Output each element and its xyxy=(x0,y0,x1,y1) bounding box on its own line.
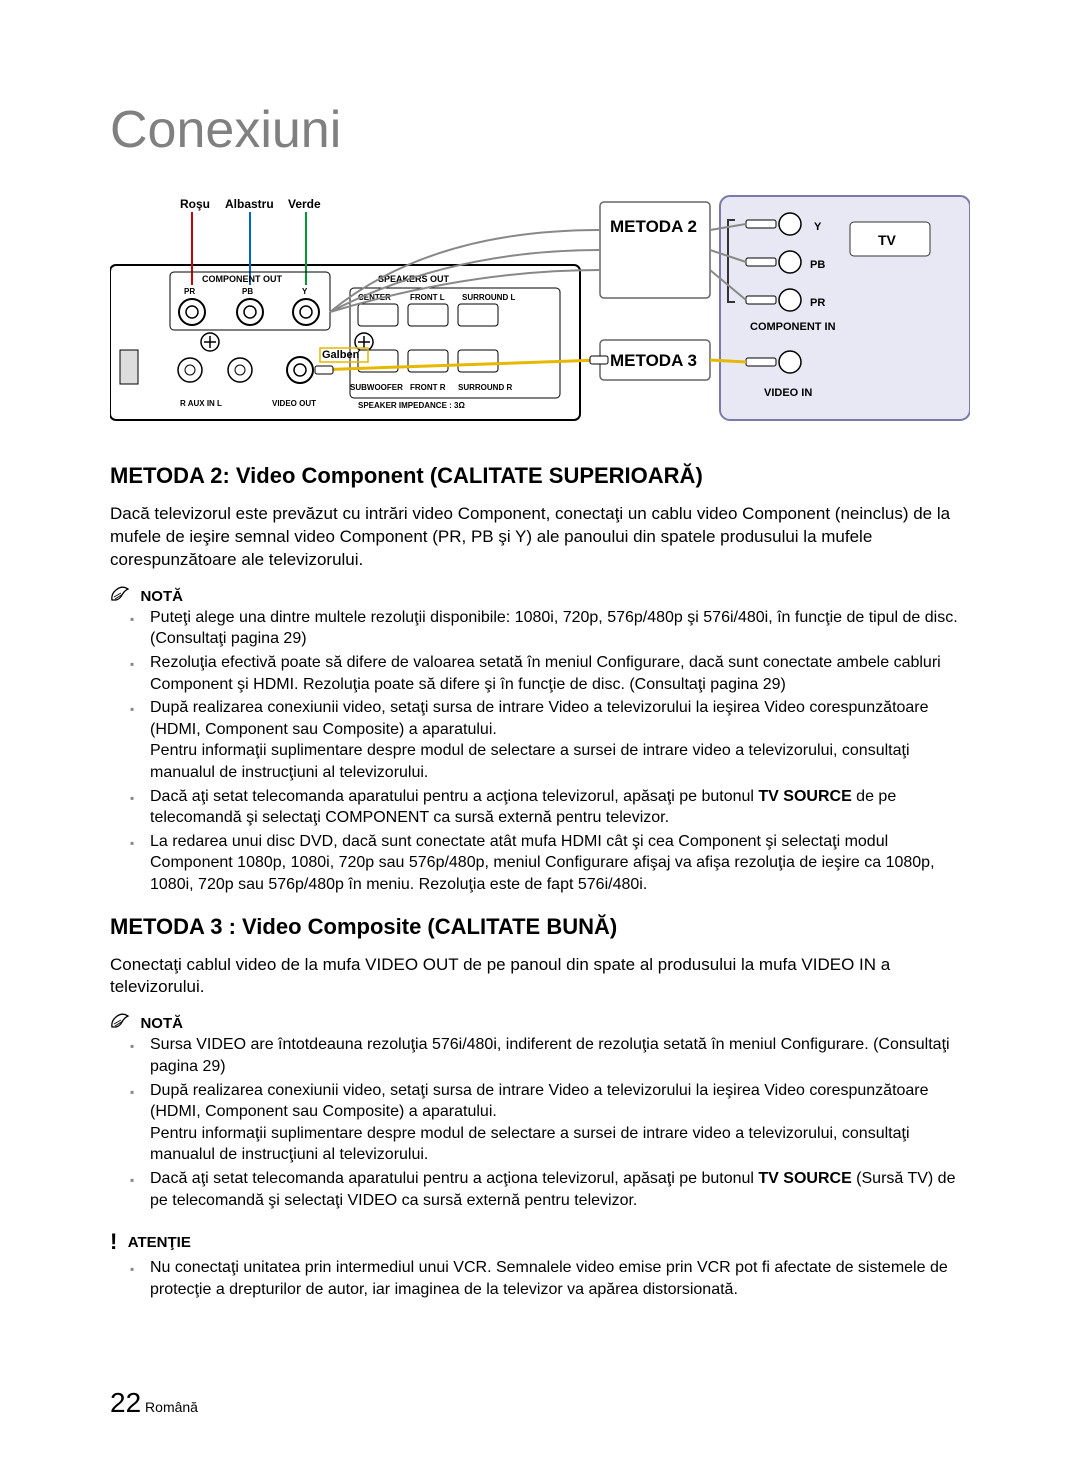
label-y-right: Y xyxy=(814,221,822,233)
connection-diagram: Roşu Albastru Verde COMPONENT OUT PR PB … xyxy=(110,190,970,430)
section2-bullets: Sursa VIDEO are întotdeauna rezoluţia 57… xyxy=(110,1034,970,1211)
list-item: Puteţi alege una dintre multele rezoluţi… xyxy=(150,607,970,650)
list-item: Rezoluţia efectivă poate să difere de va… xyxy=(150,652,970,695)
list-item: Dacă aţi setat telecomanda aparatului pe… xyxy=(150,786,970,829)
list-item: După realizarea conexiunii video, setaţi… xyxy=(150,1080,970,1166)
attention-row: ! ATENŢIE xyxy=(110,1229,970,1255)
list-item: La redarea unui disc DVD, dacă sunt cone… xyxy=(150,831,970,896)
label-galben: Galben xyxy=(322,349,360,361)
label-video-in: VIDEO IN xyxy=(764,387,812,399)
label-verde: Verde xyxy=(288,197,321,211)
attention-label: ATENŢIE xyxy=(128,1234,191,1251)
label-pr-right: PR xyxy=(810,297,825,309)
section1-body: Dacă televizorul este prevăzut cu intrăr… xyxy=(110,503,970,572)
label-front-r: FRONT R xyxy=(410,383,446,392)
attention-bullets: Nu conectaţi unitatea prin intermediul u… xyxy=(110,1257,970,1300)
label-tv: TV xyxy=(878,232,897,248)
section2-heading: METODA 3 : Video Composite (CALITATE BUN… xyxy=(110,914,970,940)
list-item: După realizarea conexiunii video, setaţi… xyxy=(150,697,970,783)
label-aux-in: R AUX IN L xyxy=(180,399,222,408)
label-metoda3: METODA 3 xyxy=(610,351,697,370)
note-icon xyxy=(110,1013,130,1034)
note-label-2: NOTĂ xyxy=(140,1015,183,1032)
label-surround-l: SURROUND L xyxy=(462,293,515,302)
label-speakers-out: SPEAKERS OUT xyxy=(378,274,450,284)
label-front-l: FRONT L xyxy=(410,293,445,302)
label-rosu: Roşu xyxy=(180,197,210,211)
note-row-1: NOTĂ xyxy=(110,586,970,607)
label-metoda2: METODA 2 xyxy=(610,217,697,236)
label-pb-right: PB xyxy=(810,259,825,271)
label-pb-left: PB xyxy=(242,287,253,296)
note-label-1: NOTĂ xyxy=(140,588,183,605)
label-impedance: SPEAKER IMPEDANCE : 3Ω xyxy=(358,401,465,410)
footer-lang: Română xyxy=(145,1399,198,1415)
note-icon xyxy=(110,586,130,607)
label-albastru: Albastru xyxy=(225,197,274,211)
page-footer: 22 Română xyxy=(110,1387,198,1419)
label-component-out: COMPONENT OUT xyxy=(202,274,283,284)
label-surround-r: SURROUND R xyxy=(458,383,512,392)
label-pr-left: PR xyxy=(184,287,195,296)
attention-icon: ! xyxy=(110,1229,117,1255)
section2-body: Conectaţi cablul video de la mufa VIDEO … xyxy=(110,954,970,1000)
section1-heading: METODA 2: Video Component (CALITATE SUPE… xyxy=(110,463,970,489)
label-component-in: COMPONENT IN xyxy=(750,321,836,333)
section1-bullets: Puteţi alege una dintre multele rezoluţi… xyxy=(110,607,970,896)
note-row-2: NOTĂ xyxy=(110,1013,970,1034)
list-item: Sursa VIDEO are întotdeauna rezoluţia 57… xyxy=(150,1034,970,1077)
label-subwoofer: SUBWOOFER xyxy=(350,383,403,392)
list-item: Dacă aţi setat telecomanda aparatului pe… xyxy=(150,1168,970,1211)
page-number: 22 xyxy=(110,1387,141,1418)
page-title: Conexiuni xyxy=(110,100,970,160)
label-video-out: VIDEO OUT xyxy=(272,399,316,408)
list-item: Nu conectaţi unitatea prin intermediul u… xyxy=(150,1257,970,1300)
label-y-left: Y xyxy=(302,287,308,296)
